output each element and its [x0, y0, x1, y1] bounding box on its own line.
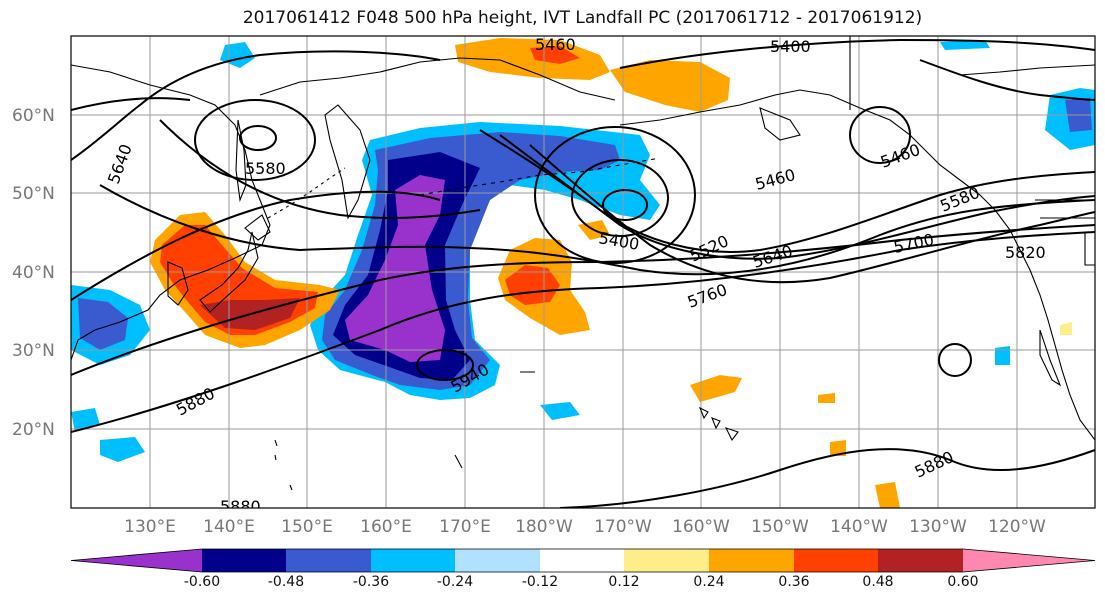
colorbar-labels: -0.60 -0.48 -0.36 -0.24 -0.12 0.12 0.24 …	[184, 574, 979, 590]
colorbar-tick-label: 0.60	[947, 574, 978, 590]
ivt-negative-patch-6	[940, 40, 990, 50]
colorbar-tick-label: 0.48	[862, 574, 893, 590]
ivt-positive-patch-4	[818, 393, 835, 403]
contour-label: 5820	[1005, 243, 1046, 262]
lon-label: 150°W	[751, 517, 809, 537]
colorbar-tick-label: 0.12	[608, 574, 639, 590]
lon-label: 170°W	[594, 517, 652, 537]
colorbar-tick-label: 0.24	[693, 574, 724, 590]
map-title: 2017061412 F048 500 hPa height, IVT Land…	[242, 8, 923, 28]
colorbar-tick-label: -0.24	[437, 574, 473, 590]
colorbar-swatch	[455, 549, 540, 572]
colorbar-swatch	[371, 549, 455, 572]
colorbar-tick-label: -0.60	[184, 574, 220, 590]
colorbar-swatch	[202, 549, 286, 572]
latitude-labels: 60°N 50°N 40°N 30°N 20°N	[12, 106, 55, 440]
colorbar-tick-label: 0.36	[778, 574, 809, 590]
ivt-positive-north-b	[610, 60, 730, 112]
longitude-labels: 130°E 140°E 150°E 160°E 170°E 180°W 170°…	[124, 517, 1046, 537]
colorbar-tick-label: -0.36	[353, 574, 389, 590]
lon-label: 130°E	[124, 517, 176, 537]
lon-label: 160°W	[672, 517, 730, 537]
ivt-negative-east-china-core	[78, 298, 128, 350]
lat-label: 50°N	[12, 184, 55, 204]
lon-label: 150°E	[281, 517, 333, 537]
contour-label: 5400	[770, 37, 811, 56]
ivt-negative-patch-4	[995, 346, 1010, 365]
colorbar-swatch	[286, 549, 371, 572]
colorbar-swatch	[540, 549, 624, 572]
ivt-positive-north-c	[530, 46, 580, 64]
lon-label: 180°W	[515, 517, 573, 537]
colorbar-extend-max	[963, 549, 1095, 572]
graticule	[71, 36, 1095, 508]
map-border	[70, 35, 1096, 509]
ivt-negative-patch-3	[540, 402, 580, 420]
lat-label: 30°N	[12, 341, 55, 361]
lon-label: 140°E	[203, 517, 255, 537]
colorbar-swatch	[794, 549, 878, 572]
ivt-positive-patch-1	[690, 375, 742, 402]
colorbar-swatch	[624, 549, 709, 572]
ivt-positive-patch-5	[830, 440, 846, 456]
lat-label: 60°N	[12, 106, 55, 126]
ivt-negative-patch-2	[100, 437, 145, 462]
lon-label: 170°E	[439, 517, 491, 537]
lon-label: 120°W	[988, 517, 1046, 537]
ivt-positive-north-a	[455, 38, 610, 80]
colorbar	[70, 548, 1096, 573]
ivt-positive-patch-6	[1060, 322, 1072, 335]
contour-label: 5460	[535, 35, 576, 54]
lat-label: 40°N	[12, 263, 55, 283]
colorbar-swatch	[709, 549, 794, 572]
height-contours	[71, 38, 1095, 508]
lat-label: 20°N	[12, 420, 55, 440]
lon-label: 140°W	[830, 517, 888, 537]
contour-label: 5880	[220, 497, 261, 516]
colorbar-tick-label: -0.12	[522, 574, 558, 590]
contour-label: 5580	[245, 159, 286, 178]
lon-label: 130°W	[909, 517, 967, 537]
lon-label: 160°E	[360, 517, 412, 537]
colorbar-outline	[70, 548, 1096, 573]
colorbar-swatch	[878, 549, 963, 572]
colorbar-extend-min	[71, 549, 202, 572]
colorbar-tick-label: -0.48	[268, 574, 304, 590]
ivt-positive-central-core	[505, 265, 560, 305]
ivt-positive-patch-3	[875, 482, 900, 508]
